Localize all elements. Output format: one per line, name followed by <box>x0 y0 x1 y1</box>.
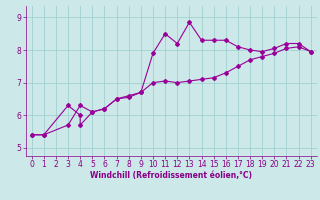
X-axis label: Windchill (Refroidissement éolien,°C): Windchill (Refroidissement éolien,°C) <box>90 171 252 180</box>
